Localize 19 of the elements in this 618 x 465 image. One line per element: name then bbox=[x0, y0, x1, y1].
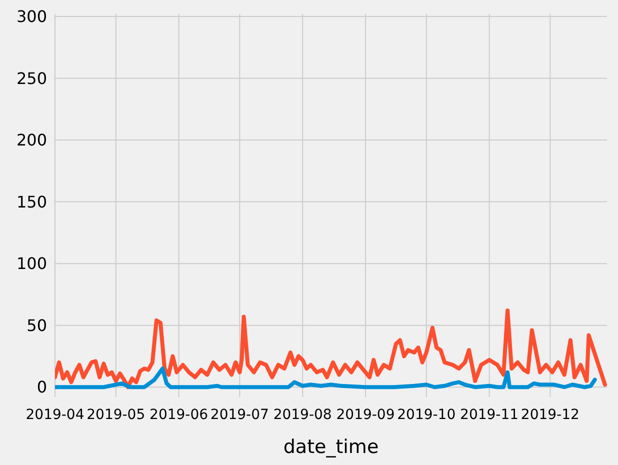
x-tick-label: 2019-07 bbox=[210, 407, 269, 423]
y-tick-label: 100 bbox=[16, 254, 47, 274]
x-tick-label: 2019-12 bbox=[520, 407, 580, 423]
x-tick-label: 2019-10 bbox=[397, 407, 456, 423]
line-series bbox=[55, 308, 607, 390]
line-series bbox=[55, 366, 597, 390]
y-tick-label: 0 bbox=[36, 378, 47, 397]
y-tick-label: 200 bbox=[16, 130, 47, 150]
y-tick-label: 250 bbox=[16, 68, 47, 88]
y-tick-label: 150 bbox=[16, 192, 47, 212]
x-tick-label: 2019-11 bbox=[460, 407, 519, 423]
x-axis-title: date_time bbox=[283, 436, 379, 458]
x-tick-label: 2019-05 bbox=[86, 407, 146, 423]
x-tick-label: 2019-09 bbox=[336, 407, 395, 423]
y-tick-label: 300 bbox=[16, 7, 47, 26]
y-tick-label: 50 bbox=[26, 316, 47, 335]
x-tick-label: 2019-06 bbox=[150, 407, 208, 423]
x-tick-label: 2019-04 bbox=[26, 407, 84, 423]
x-tick-label: 2019-08 bbox=[273, 407, 332, 423]
